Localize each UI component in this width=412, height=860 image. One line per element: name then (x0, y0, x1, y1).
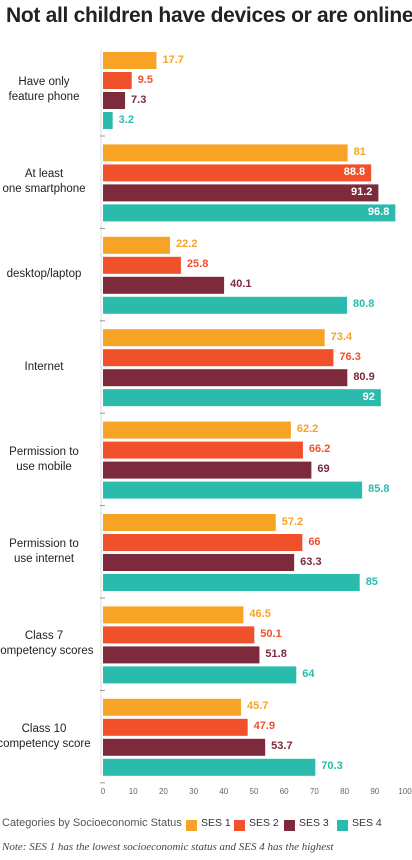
value-label: 62.2 (296, 423, 319, 436)
note: Note: SES 1 has the lowest socioeconomic… (2, 841, 334, 853)
chart-title: Not all children have devices or are onl… (6, 4, 412, 27)
x-tick-label: 50 (249, 787, 259, 796)
bar (103, 112, 113, 129)
bar (103, 698, 242, 716)
x-tick-label: 0 (100, 787, 106, 796)
value-label: 57.2 (281, 515, 304, 528)
value-label: 85 (365, 575, 378, 588)
value-label: 25.8 (186, 258, 209, 271)
x-tick-label: 80 (340, 787, 350, 796)
category-label: Permission to use internet (9, 538, 79, 565)
bar (103, 666, 297, 684)
bar (103, 481, 363, 499)
x-tick-label: 100 (398, 787, 412, 796)
category-label: Class 10 competency score (0, 722, 91, 750)
value-label: 47.9 (253, 720, 276, 733)
bar (103, 441, 303, 459)
value-label: 92 (362, 390, 375, 403)
bar (103, 256, 181, 274)
value-label: 81 (353, 145, 366, 158)
bar (103, 554, 295, 571)
bar (103, 718, 248, 736)
value-label: 7.3 (131, 93, 147, 106)
value-label: 45.7 (247, 700, 269, 713)
value-label: 96.8 (367, 205, 390, 218)
legend-swatch (284, 820, 295, 831)
bar (103, 389, 381, 407)
x-tick-label: 40 (219, 787, 229, 796)
bar (103, 144, 348, 162)
x-tick-label: 30 (189, 787, 199, 796)
value-label: 9.5 (137, 73, 153, 86)
value-label: 63.3 (300, 555, 322, 568)
bar (103, 421, 291, 439)
value-label: 66.2 (308, 443, 331, 456)
legend-label: SES 3 (299, 817, 329, 829)
value-label: 51.8 (265, 647, 287, 660)
bar (103, 276, 225, 294)
bar (103, 534, 303, 551)
value-label: 66 (308, 535, 321, 548)
value-label: 53.7 (271, 740, 293, 753)
category-label: Permission to use mobile (9, 445, 79, 473)
bar (103, 606, 244, 624)
value-label: 91.2 (351, 185, 373, 198)
value-label: 69 (317, 463, 330, 476)
value-label: 76.3 (339, 350, 361, 363)
value-label: 70.3 (321, 760, 343, 773)
bar (103, 72, 132, 89)
value-label: 46.5 (249, 607, 271, 620)
category-label: Class 7 competency scores (0, 630, 94, 658)
bar (103, 52, 157, 69)
x-tick-label: 60 (279, 787, 289, 796)
category-label: Internet (24, 360, 64, 373)
category-label: desktop/laptop (6, 268, 82, 281)
bar (103, 626, 255, 644)
legend-swatch (234, 820, 245, 831)
bar (103, 164, 372, 182)
value-label: 85.8 (368, 483, 390, 496)
value-label: 3.2 (118, 113, 134, 126)
x-tick-label: 70 (309, 787, 319, 796)
bar (103, 738, 266, 756)
value-label: 64 (302, 667, 315, 680)
value-label: 73.4 (330, 330, 353, 343)
bar (103, 574, 360, 591)
bar (103, 646, 260, 664)
legend-label: SES 1 (201, 817, 231, 829)
value-label: 80.9 (353, 370, 375, 383)
bar (103, 514, 276, 531)
bar (103, 236, 171, 254)
value-label: 88.8 (343, 165, 366, 178)
bar (103, 92, 126, 109)
bar (103, 184, 379, 202)
legend-label: SES 4 (352, 817, 382, 829)
legend-title: Categories by Socioeconomic Status (2, 817, 182, 829)
category-label: Have only feature phone (8, 76, 80, 103)
value-label: 80.8 (353, 298, 375, 311)
x-tick-label: 10 (128, 787, 138, 796)
bar (103, 461, 312, 479)
bar (103, 204, 396, 222)
legend-swatch (337, 820, 348, 831)
value-label: 22.2 (176, 238, 198, 251)
value-label: 17.7 (162, 53, 184, 66)
x-tick-label: 20 (158, 787, 168, 796)
value-label: 40.1 (230, 278, 252, 291)
bar (103, 296, 348, 314)
bar (103, 349, 334, 367)
bar (103, 758, 316, 776)
legend-label: SES 2 (249, 817, 279, 829)
bar (103, 329, 325, 347)
bar (103, 369, 348, 387)
category-label: At least one smartphone (2, 168, 86, 196)
legend-swatch (186, 820, 197, 831)
value-label: 50.1 (260, 627, 282, 640)
x-tick-label: 90 (370, 787, 380, 796)
